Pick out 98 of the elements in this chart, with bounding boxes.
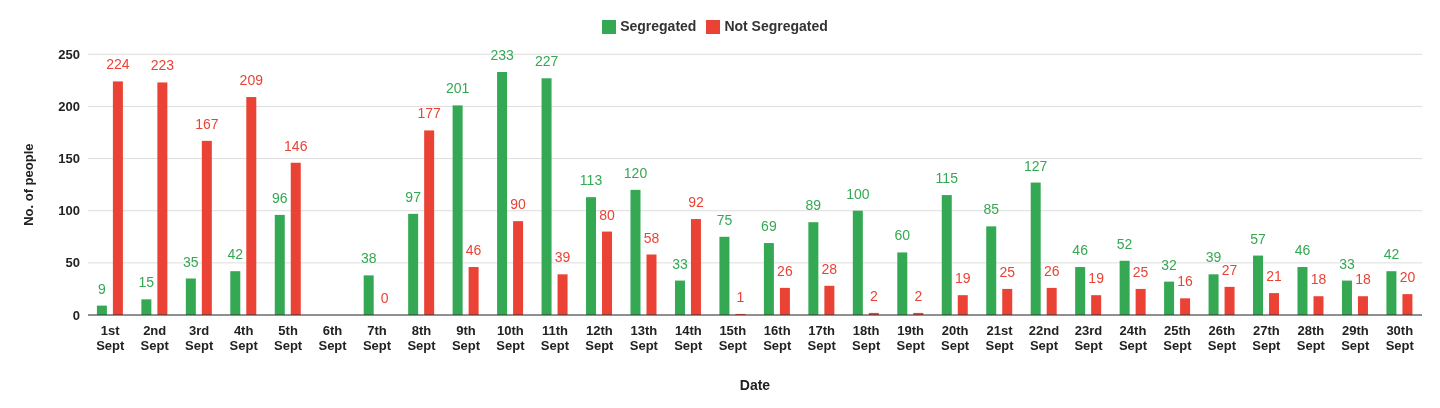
x-tick-label: 20th Sept — [941, 323, 970, 353]
data-label: 16 — [1177, 273, 1194, 290]
data-label: 113 — [579, 172, 603, 189]
data-label: 32 — [1161, 256, 1178, 273]
x-tick-label: 24th Sept — [1118, 323, 1148, 353]
data-label: 224 — [106, 56, 130, 73]
data-label: 9 — [97, 280, 106, 297]
data-label: 21 — [1266, 268, 1283, 285]
data-label: 233 — [490, 47, 514, 64]
legend-label: Not Segregated — [724, 18, 828, 34]
data-label: 27 — [1221, 261, 1238, 278]
data-label: 167 — [195, 115, 219, 132]
data-label: 25 — [1132, 263, 1149, 280]
x-tick-label: 16th Sept — [763, 323, 792, 353]
x-tick-label: 25th Sept — [1163, 323, 1193, 353]
x-tick-label: 2nd Sept — [140, 323, 170, 353]
y-tick-label: 150 — [58, 151, 80, 167]
data-label: 15 — [138, 274, 155, 291]
x-tick-label: 4th Sept — [229, 323, 259, 353]
x-tick-label: 14th Sept — [674, 323, 704, 353]
data-label: 209 — [239, 72, 264, 89]
x-tick-label: 6th Sept — [318, 323, 348, 353]
data-label: 227 — [534, 53, 559, 70]
x-tick-label: 27th Sept — [1252, 323, 1282, 353]
data-label: 2 — [869, 287, 878, 304]
y-tick-label: 50 — [65, 255, 80, 271]
data-label: 75 — [716, 211, 733, 228]
data-label: 46 — [1072, 242, 1089, 259]
data-label: 52 — [1116, 235, 1133, 252]
data-label: 97 — [405, 188, 422, 205]
x-tick-label: 10th Sept — [496, 323, 526, 353]
data-label: 19 — [954, 270, 971, 287]
x-tick-label: 26th Sept — [1207, 323, 1237, 353]
y-axis-title: No. of people — [20, 143, 36, 226]
data-label: 96 — [271, 189, 288, 206]
x-tick-label: 8th Sept — [407, 323, 437, 353]
x-tick-label: 12th Sept — [585, 323, 615, 353]
x-tick-label: 11th Sept — [540, 323, 570, 353]
y-tick-label: 100 — [58, 203, 80, 219]
data-label: 58 — [643, 229, 660, 246]
data-label: 18 — [1310, 271, 1327, 288]
x-tick-label: 3rd Sept — [185, 323, 214, 353]
x-tick-label: 5th Sept — [274, 323, 303, 353]
data-label: 33 — [1339, 255, 1355, 272]
data-label: 33 — [672, 255, 688, 272]
data-label: 201 — [445, 80, 470, 97]
x-tick-label: 23rd Sept — [1074, 323, 1104, 353]
data-label: 42 — [1383, 246, 1400, 263]
data-label: 42 — [227, 246, 244, 263]
x-axis-title: Date — [739, 377, 771, 393]
x-tick-label: 17th Sept — [807, 323, 837, 353]
data-label: 1 — [736, 288, 745, 305]
data-label: 127 — [1024, 157, 1048, 174]
data-label: 80 — [599, 206, 616, 223]
legend-label: Segregated — [620, 18, 697, 34]
data-label: 39 — [1205, 249, 1222, 266]
data-label: 20 — [1399, 269, 1416, 286]
data-label: 100 — [846, 185, 870, 202]
data-label: 25 — [999, 263, 1016, 280]
x-tick-label: 15th Sept — [718, 323, 748, 353]
data-label: 0 — [380, 290, 389, 306]
data-label: 69 — [761, 218, 777, 235]
data-label: 39 — [554, 249, 571, 266]
data-label: 115 — [935, 170, 959, 187]
data-label: 89 — [805, 197, 822, 214]
data-label: 57 — [1250, 230, 1267, 247]
x-tick-label: 1st Sept — [96, 323, 125, 353]
x-tick-label: 13th Sept — [629, 323, 659, 353]
data-label: 46 — [1294, 242, 1311, 259]
data-label: 26 — [1043, 262, 1060, 279]
y-tick-label: 250 — [58, 46, 80, 62]
x-tick-label: 9th Sept — [451, 323, 481, 353]
data-label: 26 — [777, 262, 793, 279]
data-label: 46 — [465, 242, 482, 259]
y-tick-label: 200 — [58, 99, 80, 115]
data-label: 120 — [623, 164, 648, 181]
x-tick-label: 29th Sept — [1341, 323, 1371, 353]
data-label: 177 — [417, 105, 442, 122]
x-tick-label: 30th Sept — [1385, 323, 1415, 353]
data-label: 85 — [983, 201, 1000, 218]
x-tick-label: 19th Sept — [896, 323, 926, 353]
x-tick-label: 22nd Sept — [1028, 323, 1060, 353]
x-tick-label: 28th Sept — [1296, 323, 1326, 353]
data-label: 2 — [914, 287, 923, 304]
data-label: 60 — [894, 227, 911, 244]
data-label: 35 — [183, 253, 199, 270]
data-label: 38 — [360, 250, 377, 267]
data-label: 19 — [1088, 270, 1105, 287]
data-label: 90 — [510, 196, 527, 213]
data-label: 18 — [1355, 271, 1371, 288]
x-tick-label: 18th Sept — [852, 323, 881, 353]
data-label: 223 — [150, 57, 175, 74]
y-tick-label: 0 — [72, 307, 80, 323]
data-label: 92 — [688, 194, 704, 211]
data-label: 28 — [821, 260, 838, 277]
x-tick-label: 21st Sept — [985, 323, 1015, 353]
x-tick-label: 7th Sept — [362, 323, 392, 353]
data-label: 146 — [284, 137, 308, 154]
